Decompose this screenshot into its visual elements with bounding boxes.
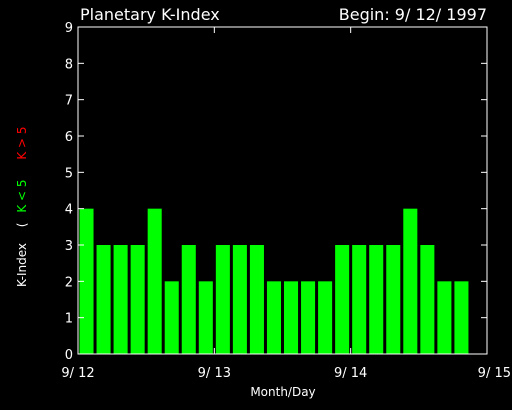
- y-tick-label-7: 7: [65, 94, 73, 109]
- bar-2: [113, 245, 128, 354]
- x-tick-label-3: 9/ 15: [478, 366, 511, 381]
- bar-6: [181, 245, 196, 354]
- bar-16: [352, 245, 367, 354]
- y-tick-label-2: 2: [65, 275, 73, 290]
- bars: [79, 208, 469, 354]
- bar-3: [130, 245, 145, 354]
- begin-date-label: Begin: 9/ 12/ 1997: [339, 5, 487, 24]
- y-axis-label: K-Index: [15, 243, 29, 287]
- bar-11: [266, 281, 281, 354]
- bar-4: [147, 208, 162, 354]
- x-ticks: 9/ 12 9/ 13 9/ 14 9/ 15: [61, 27, 511, 381]
- bar-8: [215, 245, 230, 354]
- y-tick-label-6: 6: [65, 130, 73, 145]
- bar-22: [454, 281, 469, 354]
- y-tick-label-3: 3: [65, 239, 73, 254]
- bar-1: [96, 245, 111, 354]
- y-tick-label-4: 4: [65, 203, 73, 218]
- y-tick-label-9: 9: [65, 21, 73, 36]
- y-tick-label-1: 1: [65, 312, 73, 327]
- bar-17: [369, 245, 384, 354]
- legend-high: K > 5: [15, 126, 29, 159]
- bar-10: [249, 245, 264, 354]
- bar-5: [164, 281, 179, 354]
- chart-title: Planetary K-Index: [80, 5, 220, 24]
- y-tick-label-8: 8: [65, 57, 73, 72]
- bar-12: [284, 281, 299, 354]
- bar-21: [437, 281, 452, 354]
- y-ticks: 0 1 2 3 4 5 6 7 8 9: [65, 21, 487, 363]
- y-tick-label-0: 0: [65, 348, 73, 363]
- x-tick-label-2: 9/ 14: [334, 366, 367, 381]
- bar-20: [420, 245, 435, 354]
- bar-7: [198, 281, 213, 354]
- bar-19: [403, 208, 418, 354]
- legend-low: K < 5: [15, 179, 29, 212]
- x-tick-label-1: 9/ 13: [198, 366, 231, 381]
- x-tick-label-0: 9/ 12: [61, 366, 94, 381]
- x-axis-label: Month/Day: [250, 385, 315, 399]
- bar-18: [386, 245, 401, 354]
- bar-15: [335, 245, 350, 354]
- bar-14: [318, 281, 333, 354]
- bar-13: [301, 281, 316, 354]
- legend-open-paren: (: [15, 223, 29, 228]
- axes: [77, 26, 488, 355]
- y-tick-label-5: 5: [65, 166, 73, 181]
- y-axis-label-group: K-Index ( K < 5 K > 5: [15, 126, 29, 287]
- bar-9: [232, 245, 247, 354]
- plot-frame: [77, 26, 488, 355]
- svg-text:K-Index ( K < 5: K-Index ( K < 5 K > 5: [15, 126, 29, 287]
